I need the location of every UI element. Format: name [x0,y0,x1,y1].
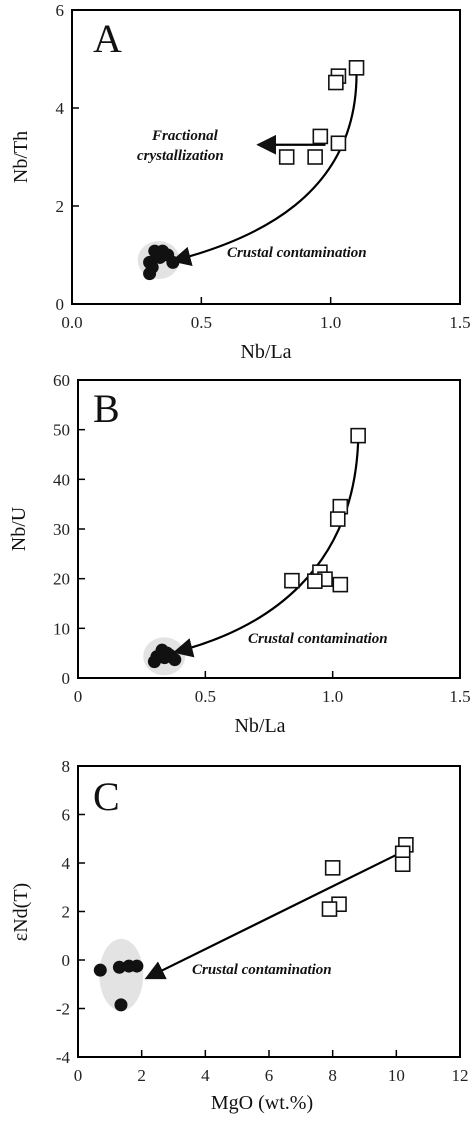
panel-a-annotation-crystallization: crystallization [137,148,224,164]
panel-c-points [93,837,414,1012]
panel-a-ytick-label: 0 [56,295,65,314]
panel-a-square-point [348,60,365,76]
panel-b-curve [172,442,360,658]
panel-c-curve [144,852,401,980]
panel-b-square-point [284,572,300,589]
panel-b-square-point [329,511,346,527]
panel-b-square-point [332,576,349,593]
panel-c-xtick-label: 2 [137,1066,146,1085]
panel-b-xtick-label: 1.0 [322,687,343,706]
panel-c-circle-point [130,959,144,973]
panel-b-annotation-crustal: Crustal contamination [248,631,388,647]
panel-a-ytick-label: 6 [56,1,65,20]
panel-c-frame [77,765,461,1058]
panel-b-square-point [307,573,323,589]
panel-c-ylabel: εNd(T) [10,883,32,941]
panel-c-ytick-label: 0 [62,951,71,970]
panel-a-square-point [307,149,323,165]
panel-b-ytick-label: 30 [53,520,70,539]
panel-c-xtick-label: 0 [74,1066,83,1085]
panel-a-xticks: 0.0 0.5 1.0 1.5 [61,297,471,332]
panel-a-square-point [278,149,295,165]
panel-c-ytick-label: 6 [62,806,71,825]
panel-c-circle-point [112,960,126,974]
panel-c-circle-field [99,938,144,1011]
panel-b-ytick-label: 10 [53,619,70,638]
panel-c-xtick-label: 12 [452,1066,469,1085]
panel-c-square-point [394,856,411,873]
panel-a-annotation-crustal: Crustal contamination [227,245,367,261]
panel-a-xtick-label: 0.0 [61,313,82,332]
panel-a-square-point [312,128,329,145]
panel-c-xtick-label: 6 [265,1066,274,1085]
panel-b-xticks: 0 0.5 1.0 1.5 [74,671,471,706]
panel-c-letter: C [93,774,120,819]
panel-c-xticks: 0 2 4 6 8 10 12 [74,1050,469,1085]
panel-b-ytick-label: 20 [53,570,70,589]
panel-c: εNd(T) 0 2 4 6 8 10 12 -4 -2 0 2 4 6 8 C Crustal con… [10,757,469,1114]
panel-b-ytick-label: 40 [53,470,70,489]
panel-a-circle-point [166,255,180,269]
panel-c-ytick-label: -4 [56,1048,71,1067]
panel-a-points [143,60,365,281]
panel-a-circle-point [143,267,157,281]
panel-b: Nb/U 0 0.5 1.0 1.5 0 10 20 30 40 50 60 B Crustal … [8,371,471,737]
panel-b-ytick-label: 0 [62,669,71,688]
panel-c-circle-point [93,963,107,977]
panel-b-circle-point [147,655,161,669]
panel-a-square-point [330,135,347,152]
panel-c-square-point [321,901,338,917]
panel-b-xtick-label: 1.5 [449,687,470,706]
panel-a-annotation-fractional: Fractional [151,128,219,144]
panel-c-xlabel: MgO (wt.%) [211,1092,313,1114]
panel-b-xtick-label: 0.5 [195,687,216,706]
panel-c-crustal-arrow [144,852,401,980]
panel-b-ytick-label: 60 [53,371,70,390]
panel-c-ytick-label: -2 [56,1000,70,1019]
panel-a-xtick-label: 1.5 [449,313,470,332]
panel-c-xtick-label: 8 [328,1066,337,1085]
panel-c-xtick-label: 4 [201,1066,210,1085]
panel-b-letter: B [93,386,120,431]
panel-b-xlabel: Nb/La [234,715,285,737]
panel-b-square-point [350,427,366,444]
panel-a-ytick-label: 4 [56,99,65,118]
panel-a-xlabel: Nb/La [240,341,291,363]
panel-c-annotation-crustal: Crustal contamination [192,962,332,978]
panel-b-circle-point [158,651,172,665]
panel-a-frame [71,9,461,305]
panel-a-xtick-label: 0.5 [191,313,212,332]
panel-c-xtick-label: 10 [388,1066,405,1085]
panel-a-yticks: 0 2 4 6 [56,1,79,314]
panel-b-ylabel: Nb/U [8,506,30,551]
panel-a-ytick-label: 2 [56,197,65,216]
panel-c-circle-point [114,998,128,1012]
panel-b-circle-point [168,653,182,667]
panel-b-xtick-label: 0 [74,687,83,706]
panel-a-curve [170,73,358,267]
panel-c-ellipses [99,938,144,1011]
panel-a-crustal-arrow [170,73,358,267]
panel-c-square-point [324,860,341,876]
panel-a-square-point [328,74,344,91]
panel-a-xtick-label: 1.0 [320,313,341,332]
panel-c-ytick-label: 8 [62,757,71,776]
panel-a-letter: A [93,16,122,61]
panel-c-yticks: -4 -2 0 2 4 6 8 [56,757,85,1067]
panel-b-points [147,427,366,669]
panel-b-yticks: 0 10 20 30 40 50 60 [53,371,85,688]
panel-a-ylabel: Nb/Th [10,131,32,183]
panel-b-ytick-label: 50 [53,421,70,440]
panel-b-crustal-arrow [172,442,360,658]
panel-c-ytick-label: 4 [62,854,71,873]
panel-a: Nb/Th 0.0 0.5 1.0 1.5 0 2 4 6 A Fractional cry… [10,1,471,363]
panel-c-ytick-label: 2 [62,903,71,922]
